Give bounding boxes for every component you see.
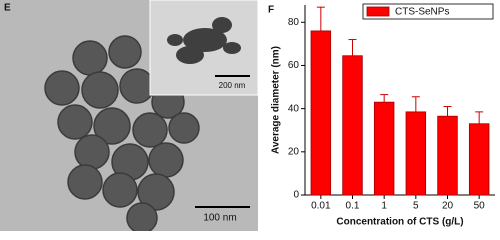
x-tick-label: 20 — [442, 201, 454, 212]
bar — [373, 101, 395, 196]
y-tick-label: 40 — [288, 103, 300, 114]
y-axis-label: Average diameter (nm) — [271, 46, 282, 154]
panel-label: E — [4, 3, 11, 14]
bar — [468, 123, 490, 196]
x-tick-label: 5 — [413, 201, 419, 212]
scale-label: 100 nm — [203, 213, 236, 224]
panel-label: F — [268, 5, 274, 16]
y-tick-label: 60 — [288, 60, 300, 71]
bar — [405, 111, 427, 196]
y-tick-label: 80 — [288, 17, 300, 28]
tem-image: 200 nm 100 nm E — [0, 0, 259, 231]
legend-frame — [362, 3, 494, 20]
bar — [310, 30, 332, 196]
x-tick-label: 1 — [381, 201, 387, 212]
bar — [437, 115, 458, 196]
x-tick-label: 0.1 — [346, 201, 360, 212]
x-tick-label: 0.01 — [311, 201, 331, 212]
inset-clusters — [167, 17, 241, 64]
x-tick-label: 50 — [474, 201, 486, 212]
figure: 200 nm 100 nm E F Average diameter (nm) … — [0, 0, 495, 231]
x-axis-label: Concentration of CTS (g/L) — [336, 217, 463, 228]
legend-swatch — [366, 6, 390, 17]
y-tick-label: 0 — [293, 190, 299, 201]
bar — [342, 55, 363, 196]
inset-scale-label: 200 nm — [219, 81, 246, 90]
y-tick-label: 20 — [288, 146, 300, 157]
particles — [44, 35, 200, 231]
legend-label: CTS-SeNPs — [395, 7, 449, 18]
